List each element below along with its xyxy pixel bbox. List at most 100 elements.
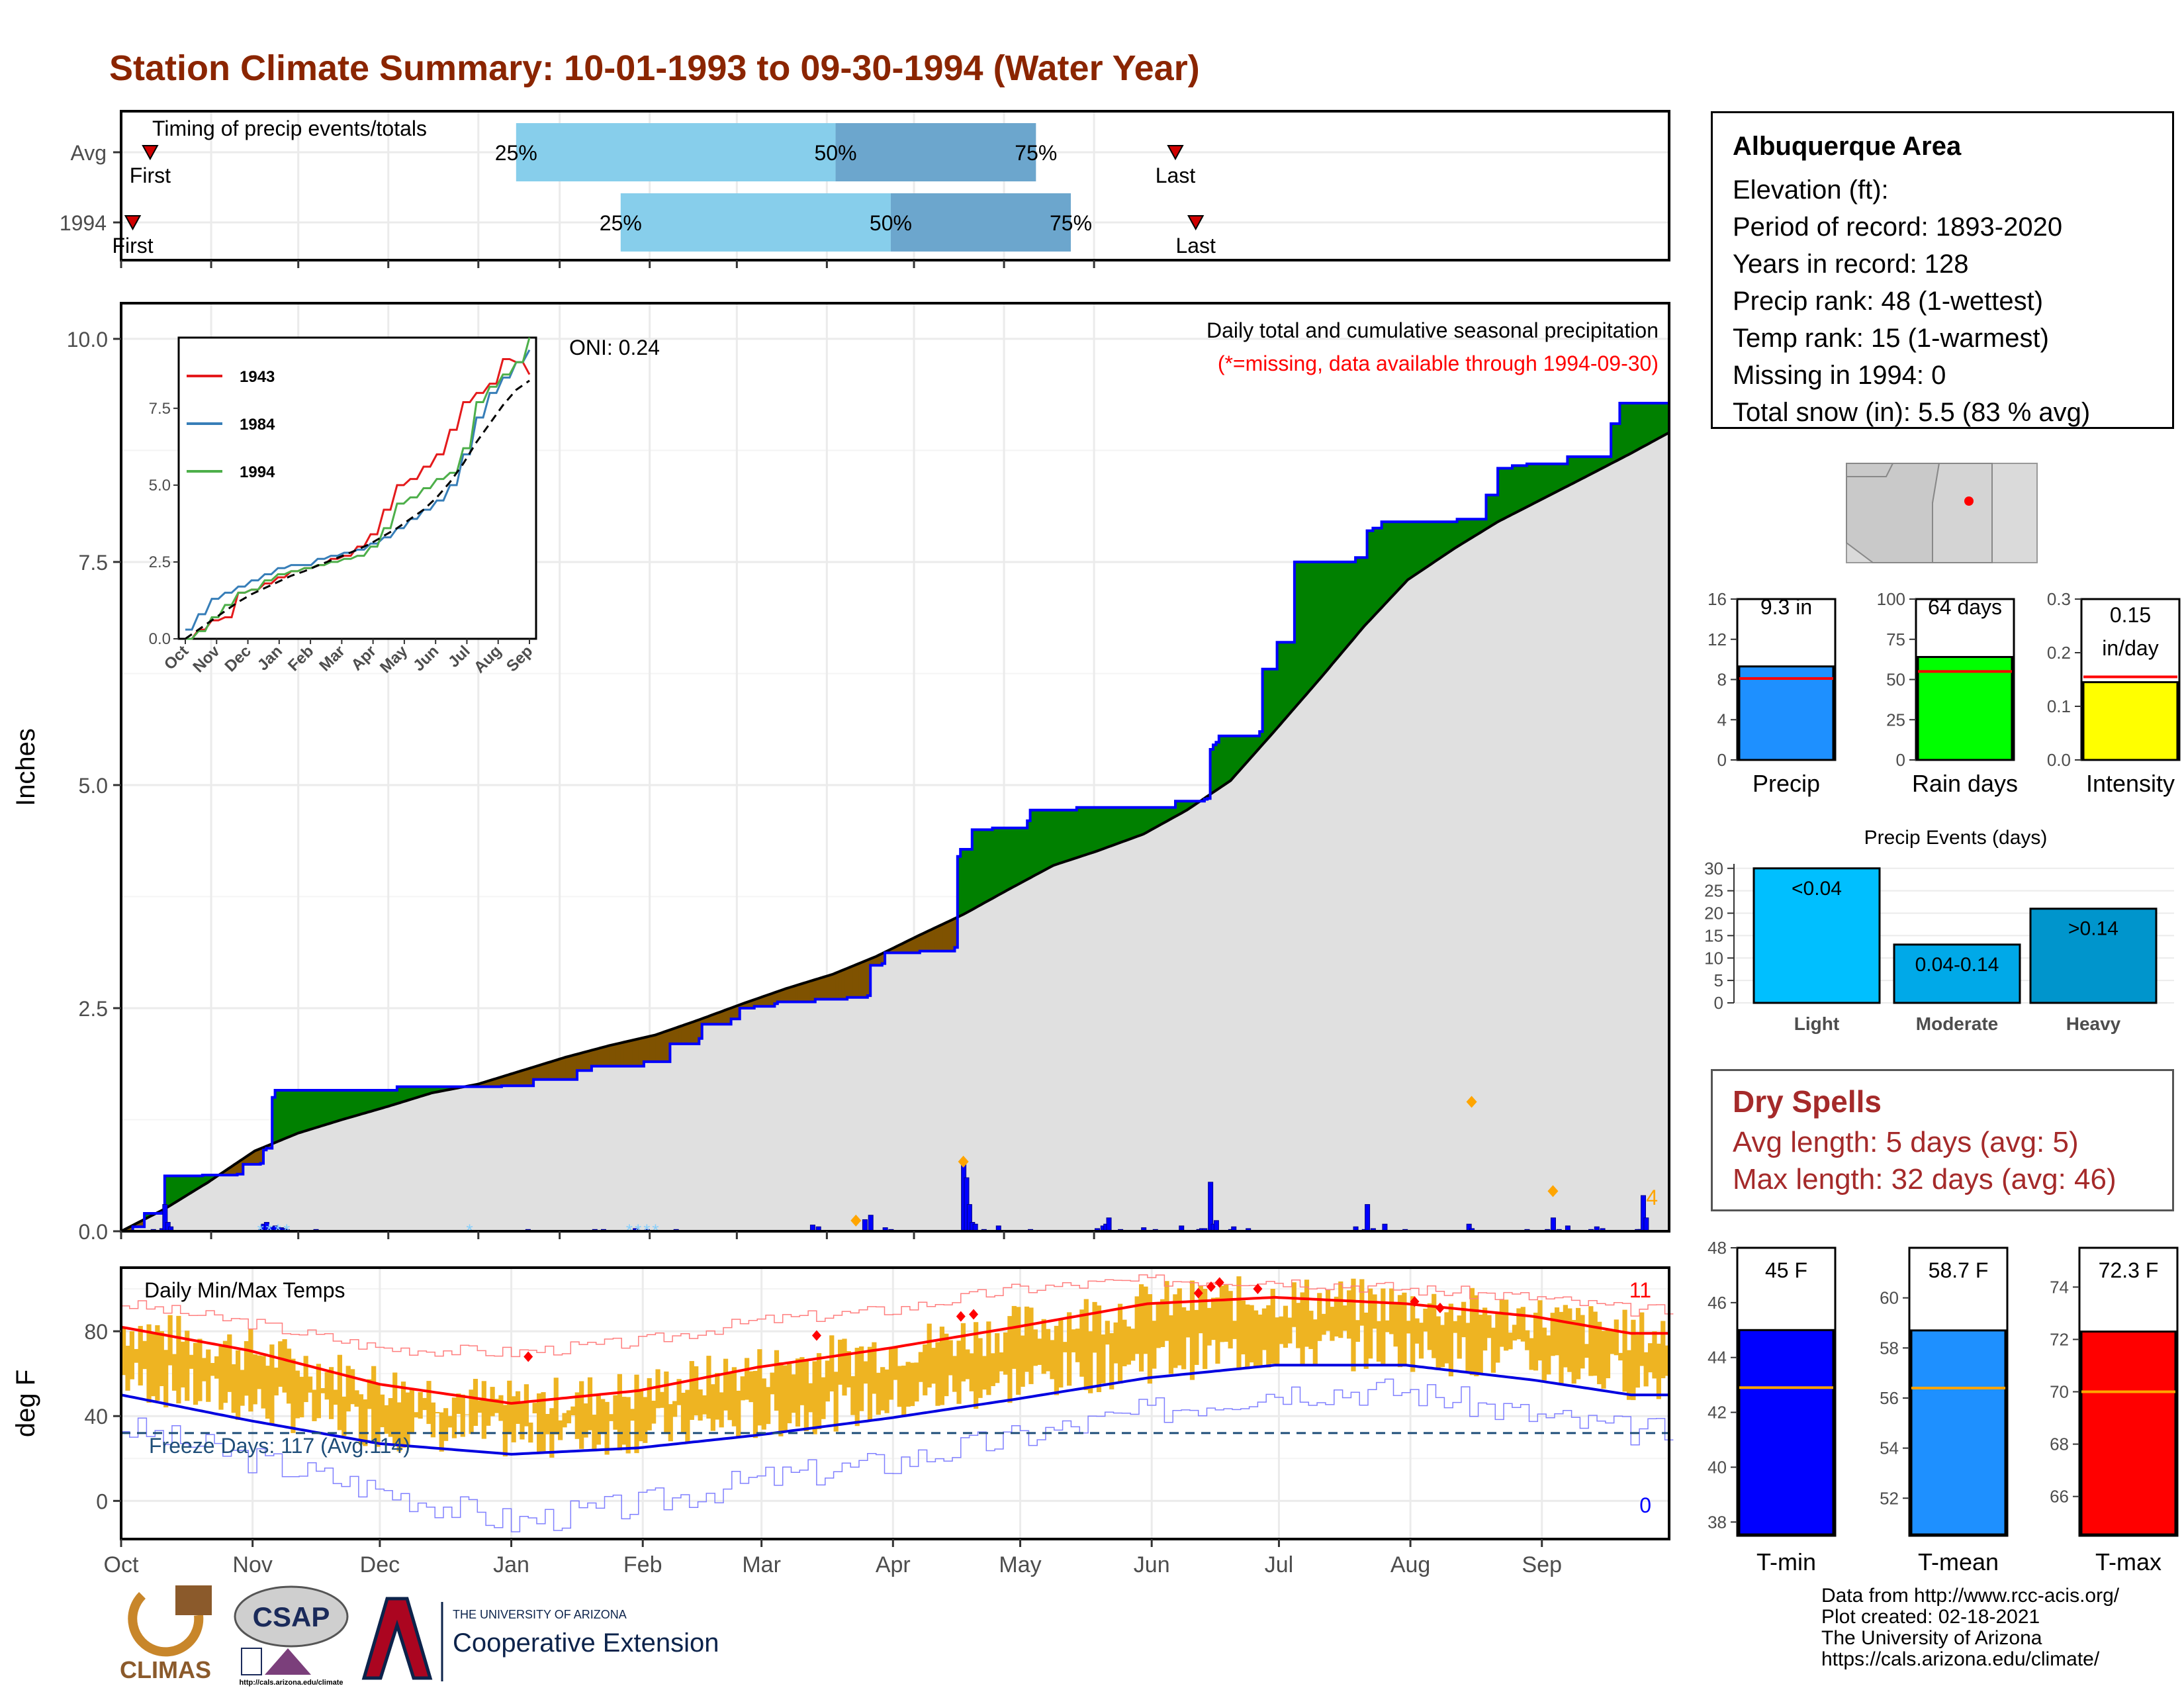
below-avg-fill [731,1007,735,1019]
above-avg-fill [298,1090,302,1133]
inset-series-line [185,349,531,631]
below-avg-fill [908,939,912,953]
daily-temp-bar [252,1354,257,1405]
daily-temp-bar [447,1416,453,1428]
extreme-precip-marker [1547,1185,1559,1197]
below-avg-fill [725,1009,729,1025]
below-avg-fill [533,1066,537,1080]
record-high-marker [1435,1302,1445,1313]
daily-temp-bar [837,1339,843,1385]
below-avg-fill [620,1043,624,1066]
below-avg-fill [553,1060,557,1080]
daily-temp-bar [1478,1315,1483,1375]
daily-temp-bar [1219,1286,1224,1342]
daily-temp-bar [1037,1338,1042,1365]
below-avg-fill [516,1072,520,1086]
map-state-az [1846,463,1940,563]
daily-temp-bar [1525,1330,1530,1350]
above-avg-fill [960,849,964,915]
below-avg-fill [481,1082,485,1087]
daily-temp-bar [363,1399,368,1446]
below-avg-fill [931,929,935,951]
temp-ytick-label: 40 [84,1405,108,1429]
temp-value-label: 72.3 F [2099,1258,2159,1282]
above-avg-fill [1326,561,1330,670]
above-avg-fill [1073,810,1077,859]
below-avg-fill [539,1064,543,1080]
above-avg-fill [275,1090,279,1143]
above-avg-fill [423,1086,427,1096]
daily-temp-bar [812,1361,817,1434]
timing-bar-25-50 [516,123,836,181]
below-avg-fill [754,999,758,1007]
credits: Data from http://www.rcc-acis.org/ Plot … [1821,1585,2119,1670]
daily-temp-bar [694,1366,699,1416]
above-avg-fill [972,829,976,909]
below-avg-fill [519,1071,523,1086]
above-avg-fill [1218,735,1222,788]
daily-temp-bar [1117,1303,1123,1384]
below-avg-fill [257,1149,261,1164]
record-high-marker [1206,1281,1216,1292]
above-avg-fill [1541,463,1545,499]
summary-value-label: in/day [2102,636,2158,660]
daily-temp-bar [227,1334,232,1392]
below-avg-fill [687,1023,691,1044]
above-avg-fill [1614,423,1617,461]
daily-temp-bar [1113,1322,1118,1364]
daily-temp-bar [1177,1288,1182,1366]
above-avg-fill [1500,468,1504,520]
above-avg-fill [1529,463,1533,505]
below-avg-fill [545,1062,549,1080]
timing-p75-label: 75% [1050,211,1092,235]
dry-spells-avg: Avg length: 5 days (avg: 5) [1733,1126,2079,1158]
above-avg-fill [1122,807,1126,841]
below-avg-fill [795,985,799,1002]
month-label: Dec [360,1552,400,1577]
below-avg-fill [638,1038,642,1066]
above-avg-fill [983,829,987,903]
above-avg-fill [995,827,999,896]
above-avg-fill [1538,463,1542,500]
daily-temp-bar [1567,1308,1572,1372]
daily-temp-bar [1245,1304,1250,1368]
precip-ytick-label: 0.0 [79,1220,108,1244]
summary-bar [2082,681,2179,761]
above-avg-fill [1079,807,1083,857]
below-avg-fill [643,1037,647,1062]
above-avg-fill [1640,402,1644,448]
below-avg-fill [797,984,801,1002]
daily-temp-bar [515,1391,521,1425]
oni-label: ONI: 0.24 [569,336,660,359]
below-avg-fill [702,1018,705,1025]
daily-temp-bar [562,1413,567,1428]
daily-temp-bar [121,1327,126,1376]
precip-subtitle: Daily total and cumulative seasonal prec… [1206,318,1659,342]
daily-temp-bar [570,1406,576,1416]
daily-temp-bar [511,1396,516,1442]
dry-spells-box: Dry Spells Avg length: 5 days (avg: 5) M… [1711,1069,2174,1211]
daily-temp-bar [1495,1312,1500,1363]
temp-bar-tick-label: 56 [1880,1388,1899,1408]
above-avg-fill [1590,456,1594,474]
daily-temp-bar [1363,1312,1369,1369]
record-max-line [121,1274,1674,1358]
events-tick-label: 5 [1714,970,1723,990]
daily-temp-bar [358,1394,364,1445]
below-avg-fill [946,921,950,951]
above-avg-fill [1498,468,1502,522]
above-avg-fill [1576,456,1580,481]
above-avg-fill [1262,669,1266,743]
above-avg-fill [414,1086,418,1098]
summary-category-label: Rain days [1912,770,2018,797]
daily-temp-bar [396,1402,402,1452]
above-avg-fill [197,1176,201,1189]
daily-temp-bar [931,1348,936,1384]
daily-temp-bar [710,1384,715,1431]
below-avg-fill [568,1056,572,1080]
daily-temp-bar [731,1367,737,1427]
temp-category-label: T-min [1756,1548,1816,1575]
daily-temp-bar [1232,1321,1238,1339]
daily-temp-bar [523,1384,529,1427]
below-avg-fill [800,983,804,1002]
